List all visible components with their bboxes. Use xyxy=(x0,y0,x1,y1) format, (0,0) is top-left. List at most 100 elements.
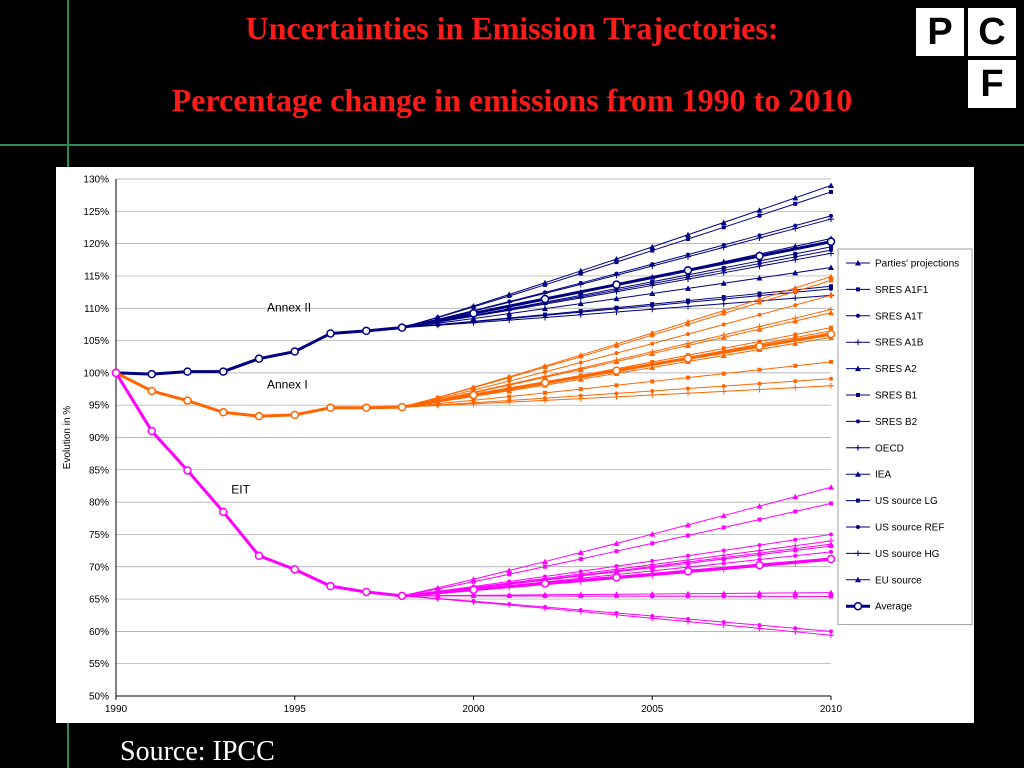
series-group-annex-ii: Annex II xyxy=(111,182,836,379)
y-axis-label: Evolution in % xyxy=(62,406,73,469)
point xyxy=(793,363,798,368)
point xyxy=(614,549,619,554)
point xyxy=(685,276,691,283)
point xyxy=(686,322,690,327)
point xyxy=(506,317,513,324)
point xyxy=(720,219,727,226)
legend-marker xyxy=(853,601,863,611)
average-point xyxy=(612,573,621,582)
point xyxy=(650,565,655,570)
point xyxy=(686,236,690,241)
source-note: Source: IPCC xyxy=(120,736,275,767)
point xyxy=(578,387,583,392)
point xyxy=(721,525,726,530)
point xyxy=(650,568,655,573)
emission-trajectory-chart: 50% 55% 60% 65% 70% 75% 80% 85% 90% 95% 100% 105% 11… xyxy=(62,175,973,715)
point xyxy=(650,558,655,563)
point xyxy=(828,264,834,271)
point xyxy=(577,395,584,402)
point xyxy=(757,339,762,344)
y-tick-label: 110% xyxy=(84,304,109,315)
point xyxy=(828,273,834,280)
y-tick-label: 120% xyxy=(83,239,109,250)
point xyxy=(757,552,762,557)
y-tick-label: 65% xyxy=(89,595,109,606)
point xyxy=(686,561,690,566)
history-point xyxy=(326,329,335,338)
average-point xyxy=(540,294,550,304)
point xyxy=(578,556,583,561)
history-point xyxy=(254,354,264,363)
point xyxy=(721,265,726,270)
point xyxy=(506,387,513,394)
point xyxy=(856,525,860,529)
point xyxy=(720,512,727,519)
point xyxy=(855,471,861,477)
point xyxy=(793,251,798,256)
point xyxy=(829,284,833,289)
point xyxy=(542,397,548,404)
y-tick-label: 85% xyxy=(89,465,109,476)
point xyxy=(720,300,727,307)
point xyxy=(471,593,476,598)
point xyxy=(829,286,833,291)
history-point xyxy=(183,367,192,376)
point xyxy=(614,594,619,599)
point xyxy=(470,319,477,326)
point xyxy=(613,288,620,295)
point xyxy=(855,339,861,346)
point xyxy=(649,364,656,370)
point xyxy=(507,293,512,298)
history-point xyxy=(147,369,156,379)
point xyxy=(614,260,619,265)
point xyxy=(471,385,476,390)
point xyxy=(614,564,619,569)
y-tick-label: 100% xyxy=(83,368,109,379)
point xyxy=(650,333,655,338)
point xyxy=(829,501,833,506)
legend-label: US source LG xyxy=(875,496,938,507)
point xyxy=(829,359,833,364)
point xyxy=(793,201,798,206)
point xyxy=(577,300,584,307)
point xyxy=(685,253,691,260)
legend-box xyxy=(837,248,973,626)
legend-entry: US source HG xyxy=(846,549,940,560)
legend-label: SRES B1 xyxy=(875,391,918,402)
y-tick-label: 80% xyxy=(89,498,109,509)
point xyxy=(685,342,691,348)
point xyxy=(649,392,656,399)
point xyxy=(649,615,656,622)
point xyxy=(506,399,513,406)
point xyxy=(792,589,799,596)
history-point xyxy=(397,323,407,332)
point xyxy=(720,621,727,628)
point xyxy=(721,311,726,316)
point xyxy=(686,386,690,391)
point xyxy=(543,564,547,569)
point xyxy=(829,325,833,330)
point xyxy=(720,269,727,276)
point xyxy=(577,376,584,382)
legend-entry: SRES B1 xyxy=(846,391,918,402)
point xyxy=(471,304,476,309)
point xyxy=(793,303,798,308)
point xyxy=(829,244,833,249)
point xyxy=(828,182,834,188)
legend-entry: IEA xyxy=(846,470,891,481)
legend-label: Average xyxy=(875,602,913,613)
point xyxy=(542,314,548,321)
point xyxy=(793,332,798,337)
y-tick-label: 130% xyxy=(83,175,109,186)
y-tick-label: 90% xyxy=(89,433,109,444)
y-tick-label: 95% xyxy=(89,401,109,412)
point xyxy=(470,598,477,605)
point xyxy=(720,388,727,395)
point xyxy=(686,272,690,277)
history-line xyxy=(115,326,403,376)
point xyxy=(756,625,763,632)
point xyxy=(543,365,547,370)
point xyxy=(543,594,547,599)
history-point xyxy=(254,551,264,561)
average-point xyxy=(469,390,478,400)
